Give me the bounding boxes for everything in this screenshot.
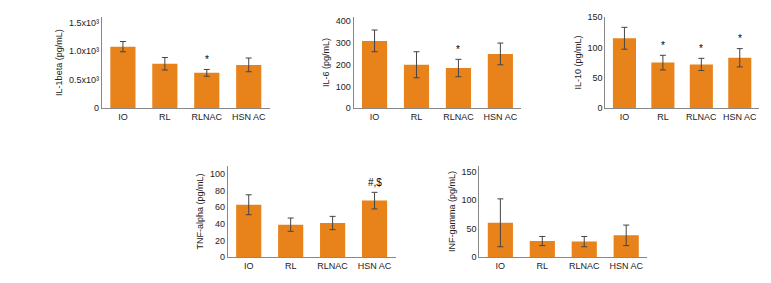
svg-text:HSN AC: HSN AC xyxy=(232,112,266,122)
svg-text:HSN AC: HSN AC xyxy=(484,112,518,122)
svg-text:IO: IO xyxy=(118,112,128,122)
svg-text:IL-6 (pg/mL): IL-6 (pg/mL) xyxy=(321,38,331,87)
svg-text:*: * xyxy=(205,54,209,65)
svg-text:80: 80 xyxy=(215,186,225,196)
svg-text:IL-10 (pg/mL): IL-10 (pg/mL) xyxy=(573,36,583,90)
svg-text:RL: RL xyxy=(537,261,549,271)
svg-text:*: * xyxy=(456,44,460,55)
svg-text:*: * xyxy=(738,33,742,44)
svg-text:300: 300 xyxy=(336,38,351,48)
svg-text:0.5x10³: 0.5x10³ xyxy=(69,75,99,85)
svg-text:50: 50 xyxy=(592,73,602,83)
svg-text:200: 200 xyxy=(336,60,351,70)
svg-text:60: 60 xyxy=(215,202,225,212)
svg-text:100: 100 xyxy=(587,43,602,53)
svg-text:RLNAC: RLNAC xyxy=(686,112,717,122)
svg-text:0: 0 xyxy=(597,103,602,113)
svg-text:RLNAC: RLNAC xyxy=(569,261,600,271)
svg-text:0: 0 xyxy=(94,103,99,113)
svg-text:IO: IO xyxy=(244,261,254,271)
svg-text:RL: RL xyxy=(285,261,297,271)
svg-text:100: 100 xyxy=(210,169,225,179)
svg-text:100: 100 xyxy=(336,82,351,92)
svg-text:50: 50 xyxy=(467,224,477,234)
svg-text:TNF-alpha (pg/mL): TNF-alpha (pg/mL) xyxy=(195,173,205,249)
svg-text:0: 0 xyxy=(346,103,351,113)
svg-text:0: 0 xyxy=(472,252,477,262)
svg-text:HSN AC: HSN AC xyxy=(358,261,392,271)
svg-text:150: 150 xyxy=(587,12,602,22)
svg-text:IO: IO xyxy=(620,112,630,122)
svg-text:HSN AC: HSN AC xyxy=(723,112,757,122)
svg-text:*: * xyxy=(699,43,703,54)
svg-text:RLNAC: RLNAC xyxy=(317,261,348,271)
svg-text:RL: RL xyxy=(411,112,423,122)
svg-text:0: 0 xyxy=(220,252,225,262)
svg-text:*: * xyxy=(661,40,665,51)
svg-text:100: 100 xyxy=(462,195,477,205)
svg-text:IL-1beta (pg/mL): IL-1beta (pg/mL) xyxy=(54,29,64,96)
svg-text:1.5x10³: 1.5x10³ xyxy=(69,18,99,28)
svg-text:40: 40 xyxy=(215,219,225,229)
svg-text:IO: IO xyxy=(496,261,506,271)
svg-text:RL: RL xyxy=(657,112,669,122)
svg-text:150: 150 xyxy=(462,167,477,177)
svg-text:RLNAC: RLNAC xyxy=(443,112,474,122)
svg-text:RLNAC: RLNAC xyxy=(192,112,223,122)
svg-text:RL: RL xyxy=(159,112,171,122)
svg-text:#,$: #,$ xyxy=(368,177,382,188)
svg-text:INF-gamma (pg/mL): INF-gamma (pg/mL) xyxy=(447,171,457,252)
svg-text:1.0x10³: 1.0x10³ xyxy=(69,46,99,56)
svg-text:400: 400 xyxy=(336,16,351,26)
svg-text:20: 20 xyxy=(215,236,225,246)
svg-text:HSN AC: HSN AC xyxy=(609,261,643,271)
svg-text:IO: IO xyxy=(370,112,380,122)
